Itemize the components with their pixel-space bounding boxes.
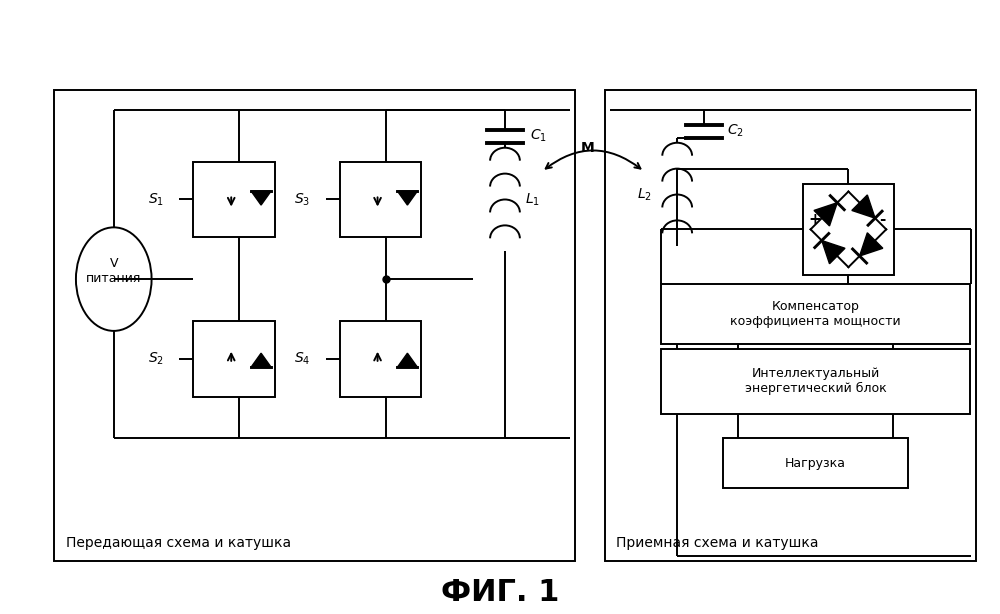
- Text: $S_3$: $S_3$: [294, 192, 310, 208]
- Polygon shape: [251, 353, 271, 367]
- Bar: [340, 161, 421, 238]
- Bar: [661, 349, 970, 413]
- Text: -: -: [879, 212, 885, 227]
- Bar: [193, 321, 275, 397]
- Polygon shape: [860, 233, 883, 256]
- Text: $C_1$: $C_1$: [530, 128, 547, 144]
- Text: $S_2$: $S_2$: [148, 351, 164, 367]
- Polygon shape: [251, 191, 271, 205]
- Text: Компенсатор
коэффициента мощности: Компенсатор коэффициента мощности: [730, 300, 901, 328]
- Text: $S_4$: $S_4$: [294, 351, 310, 367]
- Text: $S_1$: $S_1$: [148, 192, 164, 208]
- Text: Передающая схема и катушка: Передающая схема и катушка: [66, 536, 291, 550]
- Polygon shape: [814, 203, 837, 226]
- Bar: [340, 321, 421, 397]
- Text: Приемная схема и катушка: Приемная схема и катушка: [616, 536, 819, 550]
- Ellipse shape: [76, 227, 152, 331]
- Bar: [54, 90, 575, 561]
- Text: Интеллектуальный
энергетический блок: Интеллектуальный энергетический блок: [745, 367, 886, 395]
- Bar: [803, 184, 894, 275]
- Text: $C_2$: $C_2$: [727, 123, 744, 139]
- Polygon shape: [397, 191, 417, 205]
- Text: M: M: [581, 141, 594, 155]
- Bar: [723, 438, 908, 488]
- Text: V
питания: V питания: [86, 257, 141, 285]
- Bar: [661, 284, 970, 344]
- Polygon shape: [397, 353, 417, 367]
- Text: $L_1$: $L_1$: [525, 192, 540, 208]
- Text: Нагрузка: Нагрузка: [785, 457, 846, 470]
- Polygon shape: [852, 195, 875, 218]
- Text: $L_2$: $L_2$: [637, 186, 652, 203]
- Bar: [193, 161, 275, 238]
- Polygon shape: [822, 241, 845, 264]
- Text: ФИГ. 1: ФИГ. 1: [441, 578, 559, 607]
- Text: +: +: [808, 212, 821, 227]
- Bar: [605, 90, 976, 561]
